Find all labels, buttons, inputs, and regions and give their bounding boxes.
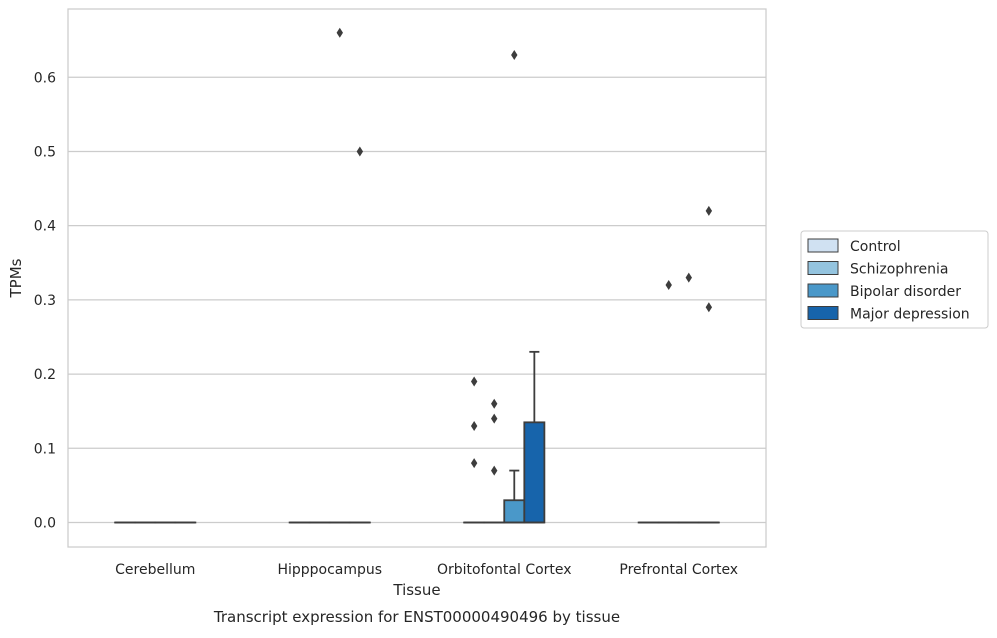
legend-swatch — [808, 307, 838, 320]
legend-swatch — [808, 284, 838, 297]
x-tick-label: Hipppocampus — [277, 562, 382, 578]
legend-label: Schizophrenia — [850, 262, 948, 278]
x-tick-label: Orbitofontal Cortex — [437, 562, 572, 578]
box — [504, 500, 524, 522]
x-tick-labels: Cerebellum Hipppocampus Orbitofontal Corte… — [115, 562, 738, 578]
y-tick-label: 0.2 — [34, 367, 56, 383]
legend-swatch — [808, 262, 838, 275]
figure-caption: Transcript expression for ENST0000049049… — [213, 608, 620, 626]
box — [524, 422, 544, 522]
plot-background — [68, 9, 766, 547]
legend-label: Bipolar disorder — [850, 284, 961, 300]
y-tick-label: 0.3 — [34, 293, 56, 309]
x-tick-label: Cerebellum — [115, 562, 195, 578]
legend-label: Control — [850, 239, 901, 255]
x-axis-label: Tissue — [392, 581, 440, 599]
y-tick-label: 0.0 — [34, 516, 56, 532]
legend-swatch — [808, 239, 838, 252]
y-axis-label: TPMs — [7, 258, 25, 298]
y-tick-label: 0.4 — [34, 219, 56, 235]
legend: Control Schizophrenia Bipolar disorder Majo… — [801, 231, 988, 328]
y-tick-label: 0.5 — [34, 144, 56, 160]
x-tick-label: Prefrontal Cortex — [619, 562, 738, 578]
y-tick-labels: 0.0 0.1 0.2 0.3 0.4 0.5 0.6 — [34, 70, 56, 531]
y-tick-label: 0.1 — [34, 441, 56, 457]
y-tick-label: 0.6 — [34, 70, 56, 86]
legend-label: Major depression — [850, 307, 970, 323]
